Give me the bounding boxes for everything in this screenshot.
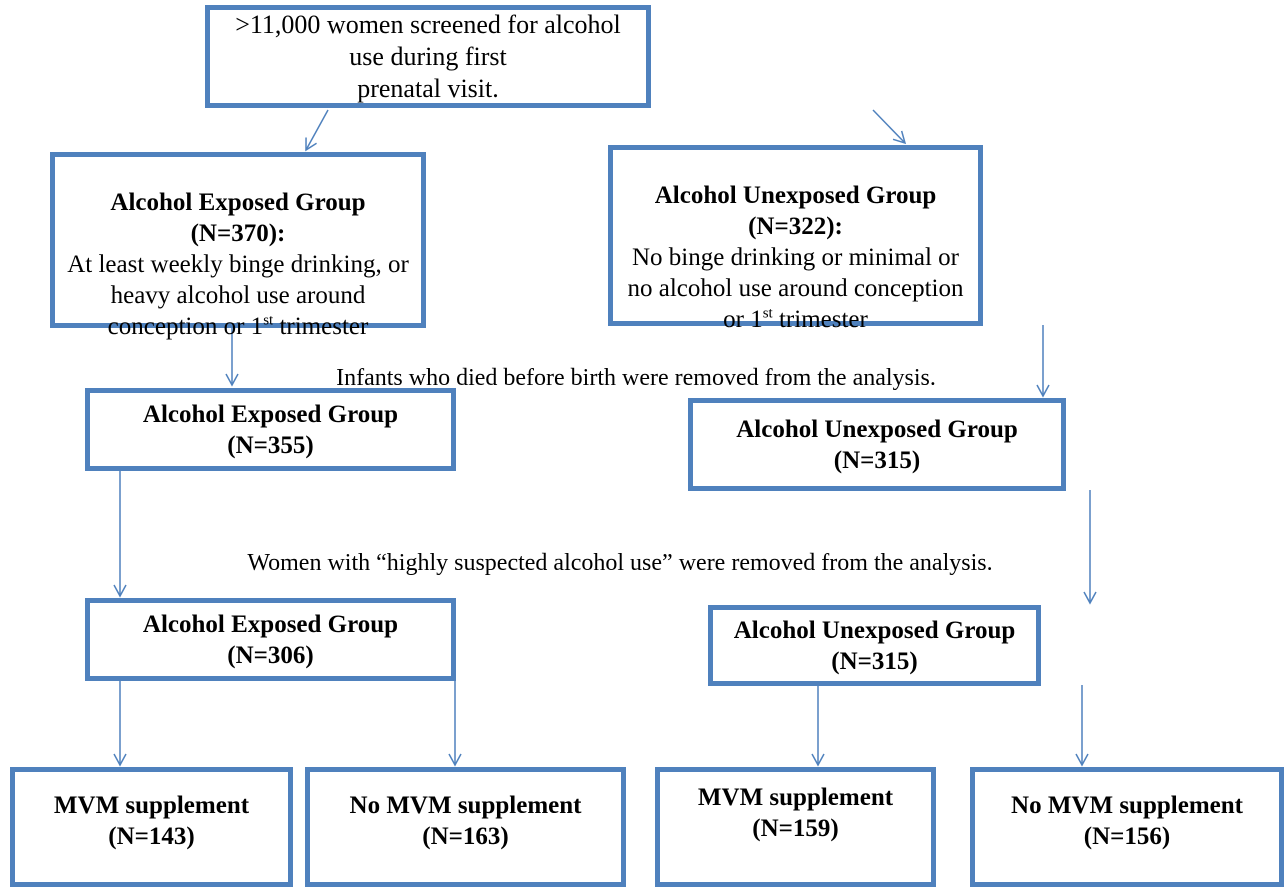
leaf-box: No MVM supplement (N=156)	[970, 767, 1284, 887]
box-line: MVM supplement	[53, 792, 250, 819]
exposed-box: Alcohol Exposed Group (N=370): At least …	[50, 152, 426, 340]
note: Women with “highly suspected alcohol use…	[247, 550, 993, 576]
unexposed-box: Alcohol Unexposed Group (N=322): No bing…	[608, 145, 983, 333]
box-line: (N=355)	[227, 431, 314, 459]
box-line: (N=315)	[831, 647, 918, 675]
exposed-box: Alcohol Exposed Group (N=355)	[85, 388, 456, 471]
superscript: st	[263, 312, 274, 329]
box-line: No MVM supplement	[349, 792, 582, 819]
superscript: st	[762, 305, 773, 322]
body-text: trimester	[273, 313, 369, 340]
box-line: Alcohol Exposed Group	[142, 400, 399, 428]
box-line: >11,000 women screened for alcohol use d…	[235, 9, 621, 71]
box-line: (N=143)	[108, 823, 195, 850]
arrow	[872, 109, 907, 145]
box-title: Alcohol Unexposed Group (N=322):	[654, 182, 937, 240]
box-line: (N=315)	[833, 446, 921, 474]
body-text: At least weekly binge drinking, or heavy…	[67, 251, 409, 340]
box-line: (N=159)	[752, 815, 839, 842]
exposed-box: Alcohol Exposed Group (N=306)	[85, 598, 456, 681]
body-text: No binge drinking or minimal or no alcoh…	[627, 244, 964, 333]
box-line: Alcohol Unexposed Group	[733, 616, 1016, 644]
box-line: (N=156)	[1083, 823, 1171, 850]
unexposed-box: Alcohol Unexposed Group (N=315)	[688, 398, 1066, 491]
note: Infants who died before birth were remov…	[336, 365, 936, 391]
box-line: prenatal visit.	[357, 73, 499, 103]
arrow	[305, 109, 329, 152]
box-body: At least weekly binge drinking, or heavy…	[65, 249, 411, 342]
box-line: MVM supplement	[697, 784, 894, 811]
leaf-box: MVM supplement (N=143)	[10, 767, 293, 887]
box-body: No binge drinking or minimal or no alcoh…	[623, 242, 968, 335]
box-line: (N=163)	[422, 823, 509, 850]
box-line: Alcohol Exposed Group	[142, 610, 399, 638]
box-title: Alcohol Exposed Group (N=370):	[110, 189, 366, 247]
unexposed-box: Alcohol Unexposed Group (N=315)	[708, 605, 1041, 686]
box-line: Alcohol Unexposed Group	[736, 415, 1018, 443]
leaf-box: MVM supplement (N=159)	[655, 767, 936, 887]
body-text: trimester	[772, 306, 868, 333]
box-line: No MVM supplement	[1011, 792, 1243, 819]
leaf-box: No MVM supplement (N=163)	[305, 767, 626, 887]
screening-box: >11,000 women screened for alcohol use d…	[205, 5, 651, 108]
box-line: (N=306)	[227, 641, 314, 669]
